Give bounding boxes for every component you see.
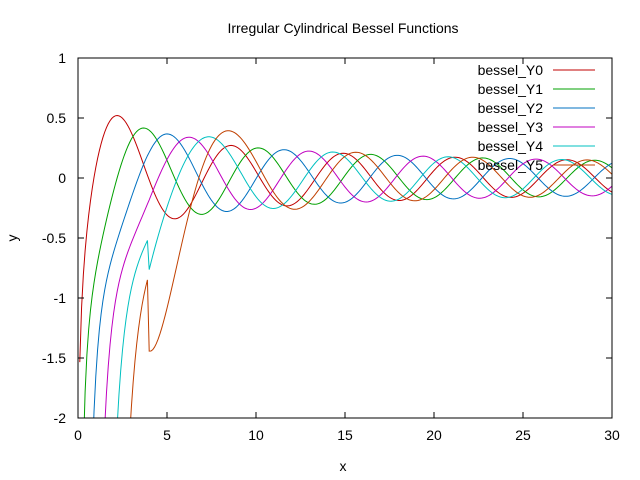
series-line-bessel-y1 xyxy=(83,127,613,419)
y-tick-label: -1 xyxy=(54,290,67,306)
y-tick-label: -0.5 xyxy=(42,230,66,246)
y-tick-label: 0.5 xyxy=(47,110,67,126)
series-line-bessel-y2 xyxy=(93,133,613,419)
y-tick-label: 0 xyxy=(58,170,66,186)
x-tick-label: 30 xyxy=(604,427,620,443)
series-line-bessel-y5 xyxy=(130,130,613,419)
y-axis: -2 -1.5 -1 -0.5 0 0.5 1 xyxy=(42,50,612,426)
legend-label-bessel-y4: bessel_Y4 xyxy=(478,138,544,154)
x-tick-label: 5 xyxy=(163,427,171,443)
x-axis: 0 5 10 15 20 25 30 xyxy=(74,58,620,443)
plot-area xyxy=(79,115,613,419)
x-axis-label: x xyxy=(340,458,347,474)
series-line-bessel-y3 xyxy=(104,136,613,419)
x-tick-label: 20 xyxy=(426,427,442,443)
legend-label-bessel-y0: bessel_Y0 xyxy=(478,62,544,78)
x-tick-label: 15 xyxy=(337,427,353,443)
x-tick-label: 10 xyxy=(248,427,264,443)
y-axis-label: y xyxy=(4,235,20,242)
series-line-bessel-y4 xyxy=(117,136,613,419)
legend-label-bessel-y3: bessel_Y3 xyxy=(478,119,544,135)
y-tick-label: -1.5 xyxy=(42,350,66,366)
x-tick-label: 25 xyxy=(515,427,531,443)
legend-label-bessel-y1: bessel_Y1 xyxy=(478,81,544,97)
series-line-bessel-y0 xyxy=(79,115,613,363)
legend: bessel_Y0 bessel_Y1 bessel_Y2 bessel_Y3bess… xyxy=(478,62,595,173)
y-tick-label: 1 xyxy=(58,50,66,66)
y-tick-label: -2 xyxy=(54,410,67,426)
legend-label-bessel-y2: bessel_Y2 xyxy=(478,100,544,116)
legend-label-bessel-y5: bessel_Y5 xyxy=(478,157,544,173)
x-tick-label: 0 xyxy=(74,427,82,443)
chart-title: Irregular Cylindrical Bessel Functions xyxy=(227,20,458,36)
